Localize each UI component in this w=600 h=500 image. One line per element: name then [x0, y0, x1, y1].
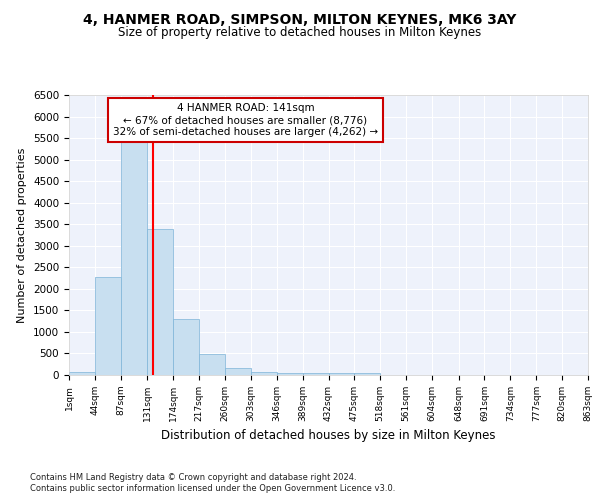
Bar [302, 373, 329, 375]
Bar [147, 230, 173, 375]
Bar [251, 372, 277, 375]
Bar [329, 374, 355, 375]
Text: 4, HANMER ROAD, SIMPSON, MILTON KEYNES, MK6 3AY: 4, HANMER ROAD, SIMPSON, MILTON KEYNES, … [83, 12, 517, 26]
Text: 4 HANMER ROAD: 141sqm
← 67% of detached houses are smaller (8,776)
32% of semi-d: 4 HANMER ROAD: 141sqm ← 67% of detached … [113, 104, 378, 136]
Bar [225, 368, 251, 375]
Text: Contains public sector information licensed under the Open Government Licence v3: Contains public sector information licen… [30, 484, 395, 493]
Bar [277, 372, 302, 375]
Bar [173, 319, 199, 375]
Bar [95, 277, 121, 375]
Bar [121, 141, 147, 375]
Text: Size of property relative to detached houses in Milton Keynes: Size of property relative to detached ho… [118, 26, 482, 39]
Bar [69, 372, 95, 375]
Text: Contains HM Land Registry data © Crown copyright and database right 2024.: Contains HM Land Registry data © Crown c… [30, 472, 356, 482]
X-axis label: Distribution of detached houses by size in Milton Keynes: Distribution of detached houses by size … [161, 430, 496, 442]
Bar [355, 374, 380, 375]
Bar [199, 354, 225, 375]
Y-axis label: Number of detached properties: Number of detached properties [17, 148, 28, 322]
